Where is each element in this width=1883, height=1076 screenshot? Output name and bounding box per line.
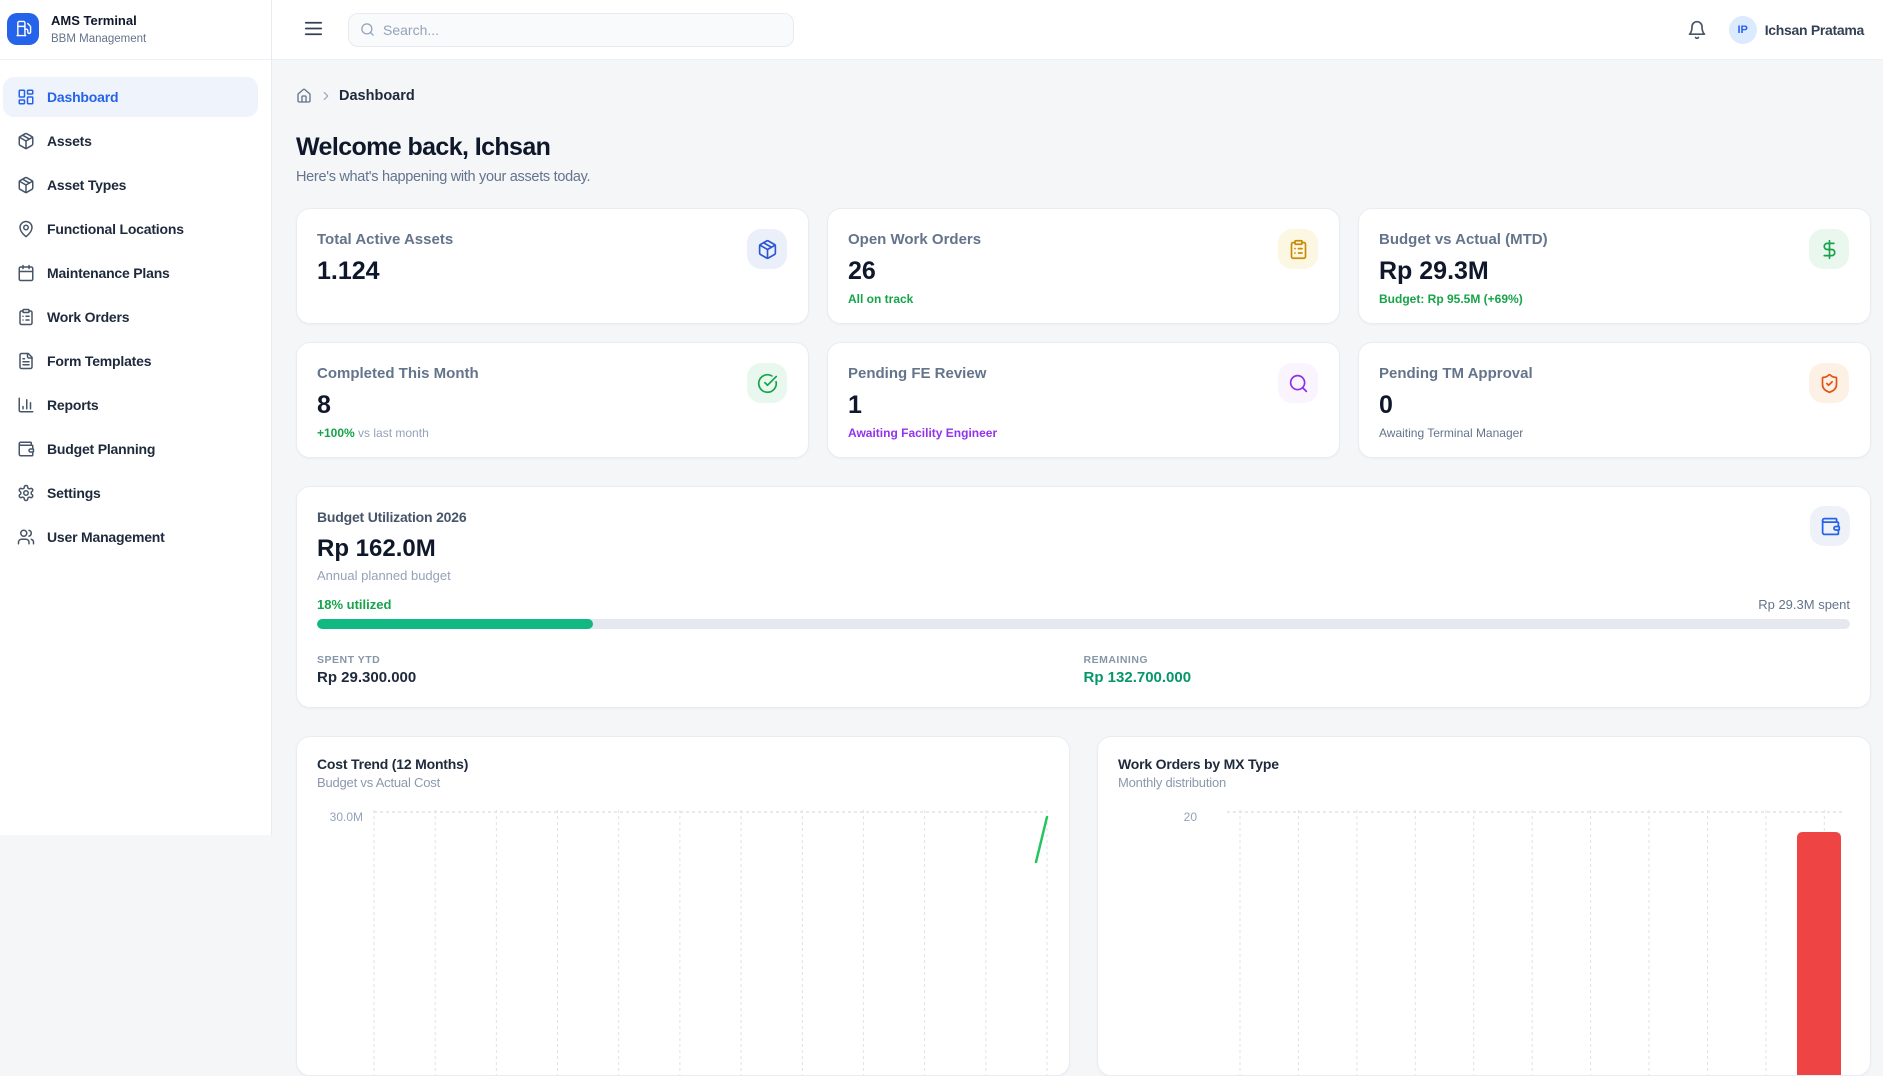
svg-text:30.0M: 30.0M — [330, 810, 363, 824]
svg-text:20: 20 — [1184, 810, 1198, 824]
